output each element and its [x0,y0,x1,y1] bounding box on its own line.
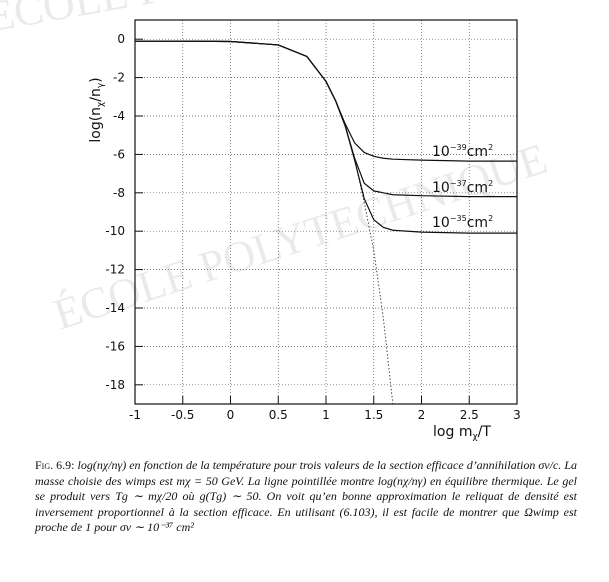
y-tick-label: -8 [113,186,125,200]
y-tick-label: -6 [113,147,125,161]
label-part: cm [467,215,488,231]
x-tick-label: 1.5 [364,408,383,422]
x-tick-label: 0 [227,408,235,422]
y-axis-label: log(nχ/nγ) [88,77,106,142]
curve [135,40,517,234]
label-superscript: 2 [488,214,493,223]
caption-label: Fig. 6.9: [35,458,75,472]
y-tick-label: 0 [117,32,125,46]
label-part: /n [88,88,104,102]
label-superscript: −37 [450,179,467,188]
y-tick-label: -4 [113,109,125,123]
y-tick-label: -2 [113,71,125,85]
plot-frame [134,19,518,405]
y-tick-label: -12 [105,263,125,277]
y-tick-label: -10 [105,224,125,238]
label-subscript: γ [96,82,106,88]
y-tick-label: -18 [105,378,125,392]
y-tick-label: -16 [105,339,125,353]
x-tick-label: -0.5 [171,408,194,422]
watermark: ÉCOLE POLYTECHNIQUE [0,0,499,42]
x-tick-label: 3 [513,408,521,422]
y-tick-label: -14 [105,301,125,315]
chart: ÉCOLE POLYTECHNIQUE ÉCOLE POLYTECHNIQUE … [0,0,553,442]
label-part: log(n [88,107,104,143]
x-tick-label: -1 [129,408,141,422]
label-subscript: χ [472,432,477,442]
label-superscript: −39 [450,143,467,152]
label-superscript: 2 [488,179,493,188]
x-tick-label: 1 [322,408,330,422]
label-part: /T [478,424,492,440]
label-part: 10 [432,180,450,196]
label-superscript: 2 [488,143,493,152]
label-superscript: −35 [450,214,467,223]
x-tick-label: 2.5 [460,408,479,422]
curve-label: 10−37cm2 [432,179,493,196]
caption-text: log(nχ/nγ) en fonction de la température… [35,458,578,534]
label-part: ) [88,77,104,82]
label-part: cm [467,144,488,160]
curve-label: 10−35cm2 [432,214,493,231]
label-part: 10 [432,215,450,231]
x-axis-label: log mχ/T [433,424,491,442]
label-part: log m [433,424,472,440]
caption: Fig. 6.9: log(nχ/nγ) en fonction de la t… [35,458,577,536]
label-subscript: χ [96,102,106,107]
curve-label: 10−39cm2 [432,143,493,160]
label-part: cm [467,180,488,196]
x-tick-label: 0.5 [269,408,288,422]
x-tick-label: 2 [418,408,426,422]
label-part: 10 [432,144,450,160]
